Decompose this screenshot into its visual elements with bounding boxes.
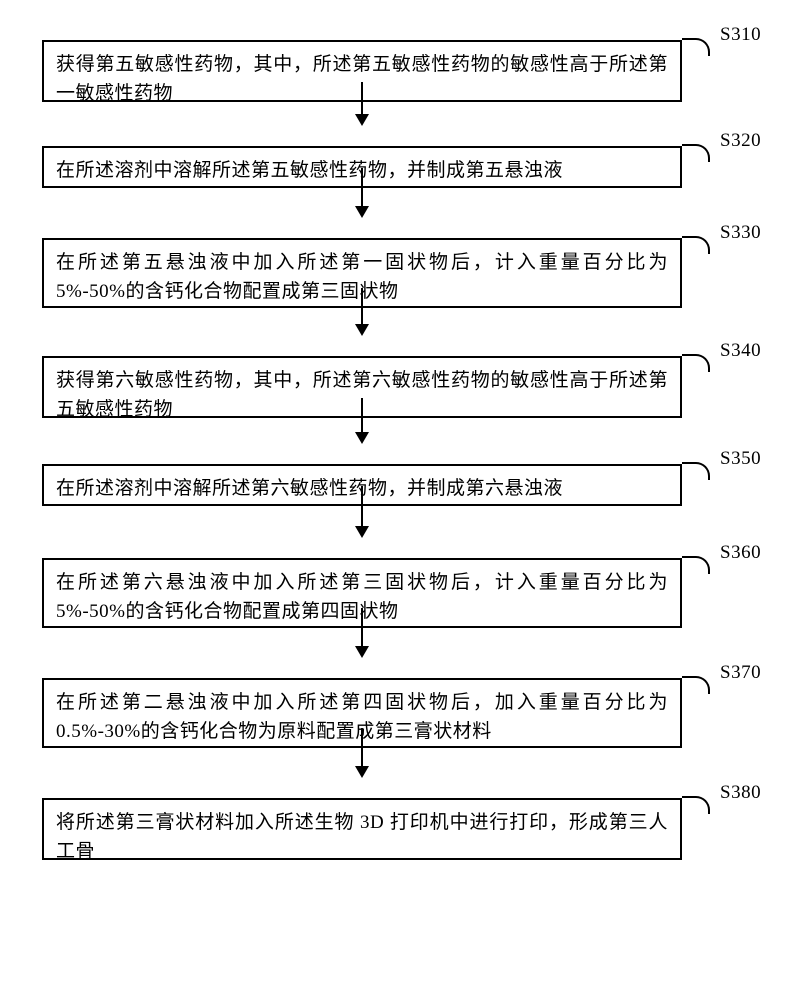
step-label: S330: [720, 222, 761, 244]
arrow-head-icon: [355, 766, 369, 778]
label-connector: [682, 236, 710, 254]
arrow-line: [361, 728, 363, 767]
label-connector: [682, 796, 710, 814]
label-connector: [682, 354, 710, 372]
arrow-head-icon: [355, 206, 369, 218]
label-connector: [682, 556, 710, 574]
step-label: S370: [720, 662, 761, 684]
arrow-line: [361, 288, 363, 325]
arrow-head-icon: [355, 646, 369, 658]
step-label: S340: [720, 340, 761, 362]
arrow-line: [361, 608, 363, 647]
step-label: S350: [720, 448, 761, 470]
step-label: S320: [720, 130, 761, 152]
label-connector: [682, 676, 710, 694]
step-box: 将所述第三膏状材料加入所述生物 3D 打印机中进行打印，形成第三人工骨: [42, 798, 682, 860]
arrow-head-icon: [355, 324, 369, 336]
arrow-head-icon: [355, 432, 369, 444]
arrow-head-icon: [355, 114, 369, 126]
step-label: S360: [720, 542, 761, 564]
label-connector: [682, 462, 710, 480]
arrow-head-icon: [355, 526, 369, 538]
arrow-line: [361, 398, 363, 433]
arrow-line: [361, 486, 363, 527]
arrow-line: [361, 82, 363, 115]
step-label: S310: [720, 24, 761, 46]
flowchart-canvas: 获得第五敏感性药物，其中，所述第五敏感性药物的敏感性高于所述第一敏感性药物S31…: [0, 0, 790, 1000]
label-connector: [682, 38, 710, 56]
label-connector: [682, 144, 710, 162]
step-label: S380: [720, 782, 761, 804]
arrow-line: [361, 168, 363, 207]
